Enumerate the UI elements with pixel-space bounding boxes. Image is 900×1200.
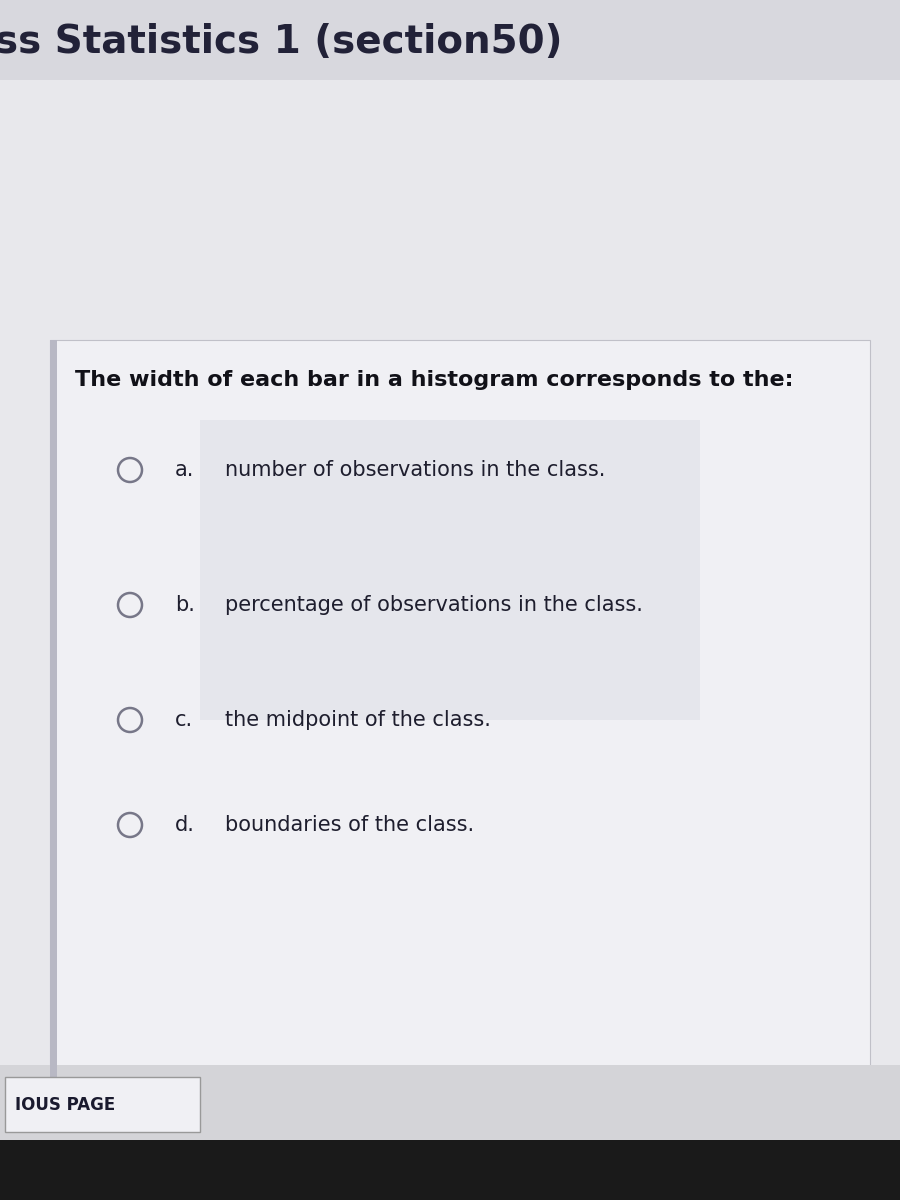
Circle shape (118, 814, 142, 838)
Bar (0, 1066, 900, 1140)
Bar (0, 0, 900, 80)
Circle shape (118, 593, 142, 617)
Text: number of observations in the class.: number of observations in the class. (225, 460, 606, 480)
Text: IOUS PAGE: IOUS PAGE (15, 1096, 115, 1114)
Text: The width of each bar in a histogram corresponds to the:: The width of each bar in a histogram cor… (75, 370, 794, 390)
Circle shape (118, 458, 142, 482)
Bar (50, 340, 57, 1080)
Bar (200, 420, 700, 720)
Text: b.: b. (175, 595, 195, 614)
Bar (0, 1140, 900, 1200)
Circle shape (118, 708, 142, 732)
Text: d.: d. (175, 815, 195, 835)
Text: the midpoint of the class.: the midpoint of the class. (225, 710, 491, 730)
Text: a.: a. (175, 460, 194, 480)
Bar (50, 340, 870, 1080)
Text: boundaries of the class.: boundaries of the class. (225, 815, 474, 835)
Bar (5, 1078, 200, 1132)
Text: ss Statistics 1 (section50): ss Statistics 1 (section50) (0, 23, 562, 61)
Text: percentage of observations in the class.: percentage of observations in the class. (225, 595, 643, 614)
Text: c.: c. (175, 710, 194, 730)
